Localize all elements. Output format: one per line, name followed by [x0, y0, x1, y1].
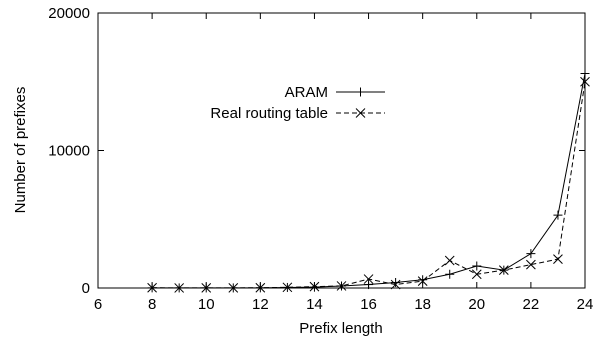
data-point	[526, 259, 536, 270]
data-point	[580, 69, 590, 78]
legend: ARAM Real routing table	[210, 84, 385, 122]
data-point	[390, 279, 401, 290]
y-axis-title: Number of prefixes	[12, 87, 29, 214]
data-point	[580, 76, 590, 87]
axis-ticks	[97, 12, 586, 289]
data-point	[444, 255, 455, 266]
series-layer	[147, 69, 590, 293]
data-point	[147, 282, 157, 293]
data-point	[391, 278, 401, 287]
x-tick-label: 12	[252, 296, 269, 313]
x-tick-label: 20	[468, 296, 485, 313]
x-tick-label: 22	[523, 296, 540, 313]
y-tick-label: 10000	[48, 143, 90, 160]
y-tick-label: 0	[82, 280, 90, 297]
plot-frame	[97, 12, 586, 289]
data-point	[364, 280, 374, 290]
x-tick-label: 16	[360, 296, 377, 313]
series-1	[147, 76, 590, 293]
data-point	[255, 282, 266, 293]
data-point	[553, 210, 563, 220]
data-point	[228, 283, 239, 293]
data-point	[282, 282, 293, 293]
legend-entry: ARAM	[285, 84, 385, 101]
y-tick-label: 20000	[48, 5, 90, 22]
legend-label: Real routing table	[210, 105, 328, 122]
series-0	[147, 69, 590, 293]
x-tick-label: 24	[577, 296, 594, 313]
data-point	[472, 261, 482, 271]
x-tick-label: 8	[148, 296, 156, 313]
legend-label: ARAM	[285, 84, 328, 101]
data-point	[553, 254, 563, 264]
data-point	[471, 269, 482, 280]
legend-swatch-marker	[355, 108, 366, 118]
data-point	[363, 274, 374, 284]
data-point	[418, 275, 428, 285]
tick-labels: 6 8 10 12 14 16 18 20 22 24 0 10000 20000	[48, 5, 593, 313]
legend-swatch-marker	[356, 87, 365, 97]
data-point	[309, 281, 320, 292]
x-tick-label: 14	[306, 296, 323, 313]
x-tick-label: 10	[198, 296, 215, 313]
data-point	[201, 283, 212, 293]
x-tick-label: 18	[414, 296, 431, 313]
data-point	[336, 281, 347, 291]
data-point	[445, 269, 455, 279]
data-point	[417, 276, 428, 286]
x-axis-title: Prefix length	[299, 320, 382, 337]
data-point	[526, 249, 536, 259]
legend-entry: Real routing table	[210, 105, 385, 122]
data-point	[174, 283, 185, 293]
data-point	[498, 265, 509, 275]
x-tick-label: 6	[94, 296, 102, 313]
